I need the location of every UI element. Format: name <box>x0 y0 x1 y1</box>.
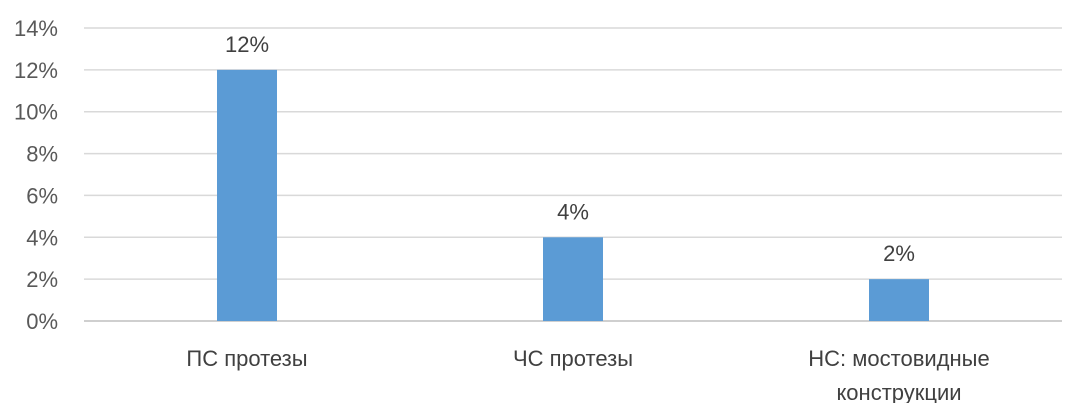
y-tick-label: 6% <box>26 183 58 208</box>
data-label: 12% <box>225 32 269 57</box>
x-axis-category-labels: ПС протезы ЧС протезы НС: мостовидные конст… <box>186 346 989 403</box>
category-label: ЧС протезы <box>513 346 633 371</box>
category-label-line: ПС протезы <box>186 346 307 371</box>
data-label: 2% <box>883 241 915 266</box>
category-label: НС: мостовидные конструкции <box>808 346 989 403</box>
data-labels: 12% 4% 2% <box>225 32 915 266</box>
category-label: ПС протезы <box>186 346 307 371</box>
bars <box>217 69 929 321</box>
y-tick-label: 10% <box>14 100 58 125</box>
data-label: 4% <box>557 199 589 224</box>
y-tick-label: 0% <box>26 309 58 334</box>
category-label-line: НС: мостовидные <box>808 346 989 371</box>
y-tick-label: 8% <box>26 142 58 167</box>
category-label-line: конструкции <box>836 380 961 403</box>
category-label-line: ЧС протезы <box>513 346 633 371</box>
bar <box>217 69 277 321</box>
y-axis-tick-labels: 0% 2% 4% 6% 8% 10% 12% 14% <box>14 16 58 334</box>
bar <box>543 237 603 321</box>
bar <box>869 279 929 321</box>
y-tick-label: 2% <box>26 267 58 292</box>
y-tick-label: 14% <box>14 16 58 41</box>
y-tick-label: 4% <box>26 225 58 250</box>
y-tick-label: 12% <box>14 58 58 83</box>
